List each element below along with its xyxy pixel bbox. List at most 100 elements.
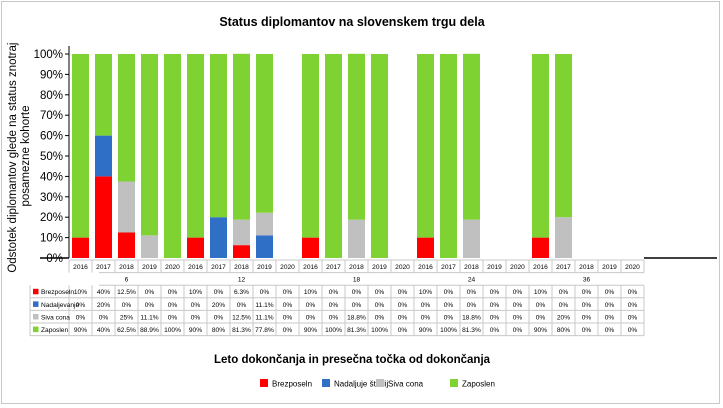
table-cell: 0% [99,314,109,321]
y-tick-label: 30% [40,192,63,204]
group-label: 12 [238,277,246,284]
y-tick-label: 20% [40,212,63,224]
bar-segment [532,237,549,258]
year-label: 2018 [119,264,134,271]
bar-segment [233,53,250,220]
table-cell: 0% [398,289,408,296]
y-tick-label: 80% [40,90,63,102]
chart-title: Status diplomantov na slovenskem trgu de… [219,15,485,29]
table-cell: 10% [74,289,87,296]
table-cell: 80% [557,327,570,334]
plot-area: 0% 10% 20% 30% 40% 50% 60% 70% 80% 90% 100% [34,46,717,265]
table-cell: 0% [237,302,247,309]
year-label: 2019 [487,264,502,271]
table-cell: 0% [168,289,178,296]
bar-segment [325,54,342,258]
table-cell: 18.8% [347,314,366,321]
y-tick-label: 10% [40,233,63,245]
year-label: 2020 [280,264,295,271]
legend-label: Nadaljuje študij [334,380,388,389]
y-tick-label: 90% [40,69,63,81]
legend-swatch [376,379,384,387]
year-label: 2018 [579,264,594,271]
table-cell: 0% [283,289,293,296]
table-cell: 0% [214,314,224,321]
bar-segment [555,217,572,258]
group-label: 24 [468,277,476,284]
table-cell: 0% [375,302,385,309]
year-label: 2017 [96,264,111,271]
table-row-label: Siva cona [41,314,70,321]
table-cell: 0% [490,302,500,309]
table-cell: 6.3% [234,289,249,296]
table-cell: 0% [191,302,201,309]
table-cell: 0% [306,302,316,309]
table-legend-swatch [33,301,39,307]
table-cell: 12.5% [117,289,136,296]
legend-swatch [322,379,330,387]
table-cell: 0% [605,314,615,321]
table-cell: 10% [189,289,202,296]
table-cell: 10% [534,289,547,296]
table-cell: 0% [490,314,500,321]
table-cell: 62.5% [117,327,136,334]
table-cell: 0% [375,289,385,296]
legend-label: Zaposlen [462,380,495,389]
table-cell: 12.5% [232,314,251,321]
year-label: 2018 [349,264,364,271]
table-cell: 90% [74,327,87,334]
table-cell: 0% [628,314,638,321]
table-cell: 0% [513,327,523,334]
table-cell: 0% [375,314,385,321]
table-cell: 0% [605,289,615,296]
legend: Brezposeln Nadaljuje študij Siva cona Zapos… [260,379,495,389]
table-cell: 0% [490,289,500,296]
y-tick-label: 50% [40,151,63,163]
year-label: 2016 [303,264,318,271]
y-tick-label: 70% [40,110,63,122]
table-cell: 0% [536,302,546,309]
table-cell: 0% [536,314,546,321]
y-axis-label: Odstotek diplomantov glede na status zno… [7,39,32,272]
table-cell: 0% [582,302,592,309]
bar-segment [302,54,319,238]
table-cell: 0% [490,327,500,334]
chart: Status diplomantov na slovenskem trgu de… [7,15,717,389]
table-cell: 20% [557,314,570,321]
bar-segment [555,54,572,218]
table-cell: 0% [513,314,523,321]
table-cell: 0% [283,327,293,334]
bar-segment [463,53,480,220]
table-cell: 0% [444,289,454,296]
group-label: 6 [125,277,129,284]
table-cell: 0% [398,327,408,334]
year-label: 2018 [464,264,479,271]
x-axis-label: Leto dokončanja in presečna točka od dok… [214,354,491,366]
table-cell: 0% [398,302,408,309]
bar-segment [118,54,135,182]
table-cell: 81.3% [347,327,366,334]
year-label: 2017 [441,264,456,271]
bar-segment [95,176,112,258]
table-cell: 40% [97,289,110,296]
bar-segment [371,54,388,258]
bar-segment [532,54,549,238]
year-label: 2019 [257,264,272,271]
table-cell: 0% [145,302,155,309]
year-label: 2017 [326,264,341,271]
table-cell: 0% [605,327,615,334]
table-cell: 0% [582,314,592,321]
table-cell: 0% [398,314,408,321]
table-cell: 0% [582,327,592,334]
table-cell: 0% [76,314,86,321]
table-cell: 100% [164,327,181,334]
bar-segment [417,54,434,238]
table-cell: 77.8% [255,327,274,334]
table-cell: 0% [444,302,454,309]
table-cell: 0% [352,289,362,296]
bar-segment [233,219,250,246]
year-label: 2016 [73,264,88,271]
table-cell: 0% [421,302,431,309]
legend-swatch [260,379,268,387]
